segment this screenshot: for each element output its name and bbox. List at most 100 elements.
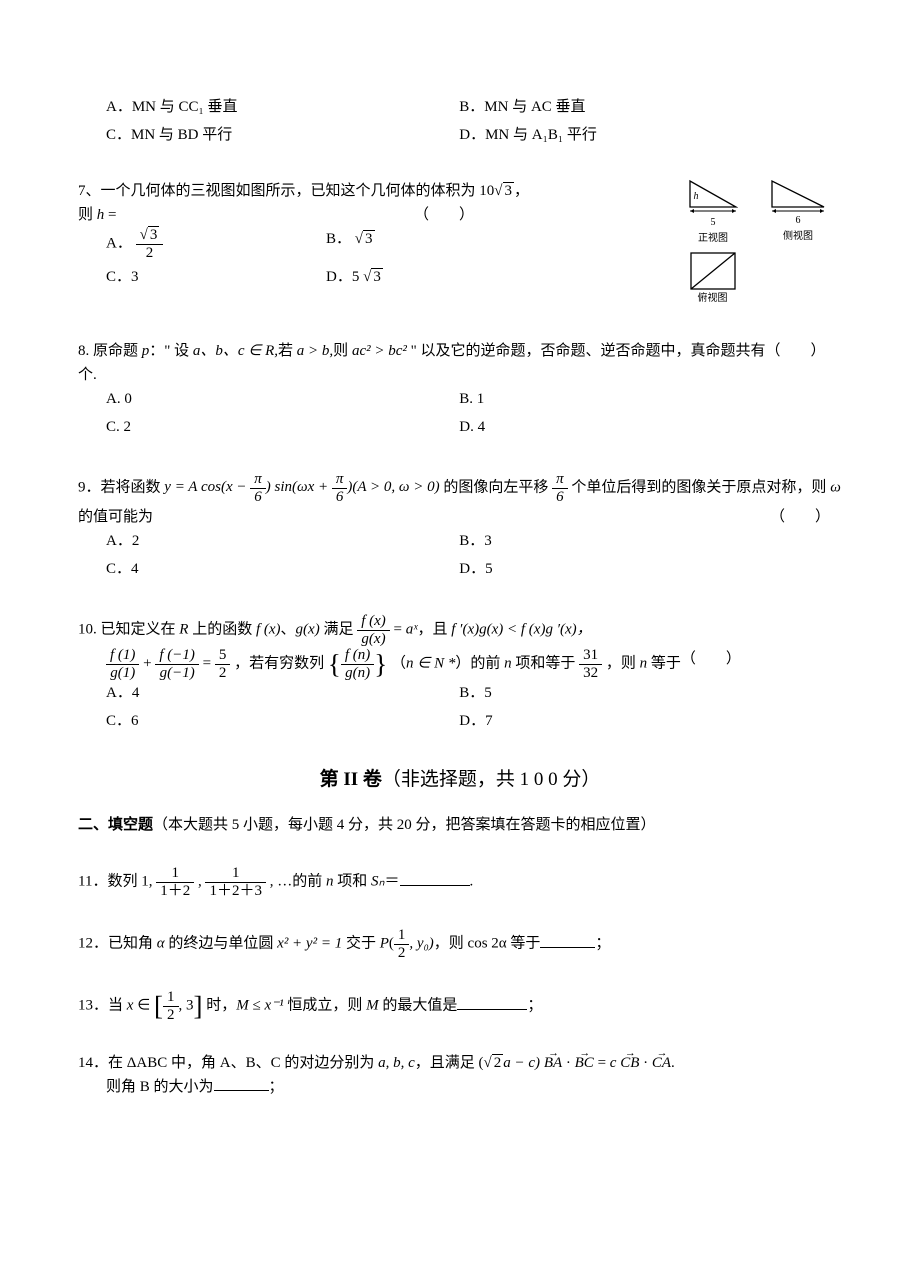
q10-5: 5 xyxy=(215,647,231,665)
q12-b: 的终边与单位圆 xyxy=(165,936,278,952)
q10-c: 满足 xyxy=(320,621,358,637)
q9-six3: 6 xyxy=(552,489,568,506)
q8-a: 8. 原命题 xyxy=(78,343,142,359)
q10-plus: + xyxy=(143,655,155,671)
q10-bd: g(n) xyxy=(341,665,374,682)
q7-paren: （ ） xyxy=(414,203,474,227)
q10-eq2: = xyxy=(203,655,215,671)
q14-period: . xyxy=(671,1055,675,1071)
q7-optB-lbl: B． xyxy=(326,231,351,247)
q8-optD: D. 4 xyxy=(459,415,812,439)
question-6-options: A．MN 与 CC₁ 垂直 B．MN 与 AC 垂直 C．MN 与 BD 平行 … xyxy=(78,95,842,151)
q8-set: a、b、c ∈ R, xyxy=(193,343,278,359)
q11-period: . xyxy=(470,874,474,890)
q10-gm1: g(−1) xyxy=(155,665,199,682)
q7-zheng-label: 正视图 xyxy=(698,231,728,247)
q9-func: y = A cos(x − π6) sin(ωx + π6)(A > 0, ω … xyxy=(164,479,443,495)
q14-blank xyxy=(214,1090,269,1091)
q10-paren: （ ） xyxy=(681,647,741,671)
q10-gx: g(x) xyxy=(296,621,320,637)
q7-stem-text-d: = xyxy=(104,207,116,223)
q7-front-view: h 5 正视图 xyxy=(688,179,738,247)
q11-b: , …的前 xyxy=(270,874,326,890)
q9-A: A xyxy=(188,479,197,495)
q12-a: 12．已知角 xyxy=(78,936,157,952)
q8-b: ：" 设 xyxy=(149,343,193,359)
q7-ce-label: 侧视图 xyxy=(783,229,813,245)
q7-fu-label: 俯视图 xyxy=(698,291,728,307)
q10-l2g: 等于 xyxy=(647,655,681,671)
q11-n: n xyxy=(326,874,334,890)
q10-f1: f (1) xyxy=(106,647,139,665)
q14-eq: = xyxy=(598,1055,610,1071)
q14-vec-CB: CB xyxy=(620,1051,639,1075)
q12-sc: ； xyxy=(595,936,610,952)
question-8: 8. 原命题 p：" 设 a、b、c ∈ R,若 a > b,则 ac² > b… xyxy=(78,339,842,443)
section-2-title-rest: （非选择题，共 1 0 0 分） xyxy=(382,769,601,790)
q9-six2: 6 xyxy=(332,489,348,506)
question-12: 12．已知角 α 的终边与单位圆 x² + y² = 1 交于 P(12, y₀… xyxy=(78,927,842,961)
q14-CB: CB xyxy=(620,1055,639,1071)
q10-fx: f (x) xyxy=(256,621,281,637)
q14-c: ，且满足 xyxy=(415,1055,479,1071)
q12-hn: 1 xyxy=(394,927,410,945)
q10-f1d: g(x) xyxy=(357,631,390,648)
q10-32: 32 xyxy=(579,665,602,682)
q14-tri: ΔABC xyxy=(127,1055,168,1071)
q13-hn: 1 xyxy=(163,989,179,1007)
q10-l2f: ，则 xyxy=(606,655,640,671)
q10-31: 31 xyxy=(579,647,602,665)
q14-CA: CA xyxy=(652,1055,671,1071)
q11-a: 11．数列 1, xyxy=(78,874,156,890)
q8-ineq2: ac² > bc² xyxy=(352,343,407,359)
q13-M: M xyxy=(366,998,379,1014)
q7-stem-text-a: 7、一个几何体的三视图如图所示，已知这个几何体的体积为 xyxy=(78,183,479,199)
q9-d: 的值可能为 xyxy=(78,509,153,525)
q13-c: 恒成立，则 xyxy=(284,998,367,1014)
q11-Sn: Sₙ xyxy=(371,874,384,890)
q10-f1n: f (x) xyxy=(357,613,390,631)
question-13: 13．当 x ∈ [12, 3] 时，M ≤ x⁻¹ 恒成立，则 M 的最大值是… xyxy=(78,989,842,1023)
q8-d: 则 xyxy=(333,343,352,359)
q12-circle: x² + y² = 1 xyxy=(277,936,342,952)
q10-l2c: （ xyxy=(391,655,406,671)
question-10: 10. 已知定义在 R 上的函数 f (x)、g(x) 满足 f (x)g(x)… xyxy=(78,613,842,737)
q9-w1: ω xyxy=(297,479,308,495)
q13-blank xyxy=(457,1009,527,1010)
q12-d: ，则 xyxy=(434,936,468,952)
q11-c: 项和 xyxy=(334,874,372,890)
q7-zheng-w: 5 xyxy=(711,215,716,231)
q14-vec-BA: BA xyxy=(544,1051,562,1075)
q9-a: 9．若将函数 xyxy=(78,479,164,495)
q10-d: ，且 xyxy=(418,621,452,637)
q11-t2d: 1＋2 xyxy=(156,883,194,900)
q11-t2n: 1 xyxy=(156,865,194,883)
q12-blank xyxy=(540,947,595,948)
q7-optD-lbl: D．5 xyxy=(326,269,363,285)
q14-dot2: · xyxy=(639,1055,652,1071)
q14-a: 14．在 xyxy=(78,1055,127,1071)
q7-ce-w: 6 xyxy=(796,213,801,229)
q9-optD: D．5 xyxy=(459,557,812,581)
q14-sc: ； xyxy=(269,1079,284,1095)
q14-BC: BC xyxy=(575,1055,594,1071)
q11-t3n: 1 xyxy=(205,865,266,883)
q7-three-views: h 5 正视图 6 侧视图 俯视图 xyxy=(672,179,842,311)
q10-l2b: ，若有穷数列 xyxy=(234,655,328,671)
q10-optA: A．4 xyxy=(106,681,459,705)
q6-optD: D．MN 与 A₁B₁ 平行 xyxy=(459,123,812,147)
q10-2: 2 xyxy=(215,665,231,682)
q12-c: 交于 xyxy=(342,936,380,952)
q10-bn: f (n) xyxy=(341,647,374,665)
q11-eq: ＝ xyxy=(385,874,400,890)
q14-dot1: · xyxy=(562,1055,575,1071)
q8-optA: A. 0 xyxy=(106,387,459,411)
triangle-icon xyxy=(770,179,826,215)
q10-sep: 、 xyxy=(281,621,296,637)
q7-optB: B． 3 xyxy=(326,227,546,261)
q6-optC: C．MN 与 BD 平行 xyxy=(106,123,459,147)
q10-g1: g(1) xyxy=(106,665,139,682)
q7-optD: D．5 3 xyxy=(326,265,546,289)
fill-header-bold: 二、填空题 xyxy=(78,817,153,833)
question-7: h 5 正视图 6 侧视图 俯视图 xyxy=(78,179,842,311)
